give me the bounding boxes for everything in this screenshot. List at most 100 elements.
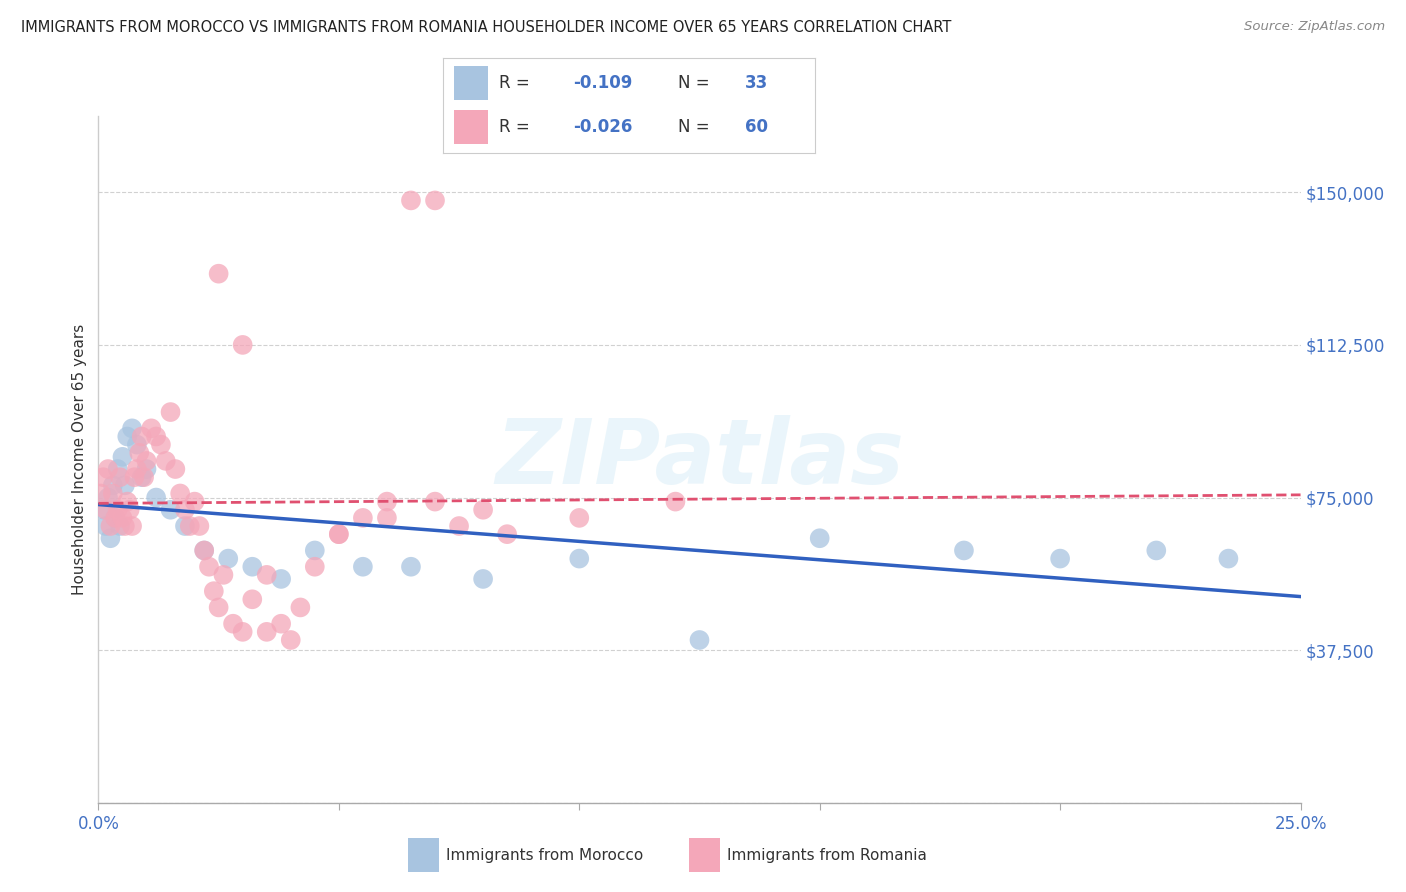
Point — [953, 543, 976, 558]
Point — [352, 559, 374, 574]
Point — [131, 470, 153, 484]
Point — [568, 551, 591, 566]
Point — [132, 470, 155, 484]
Point — [155, 454, 177, 468]
Point — [128, 446, 150, 460]
Point — [1049, 551, 1071, 566]
Point — [97, 462, 120, 476]
Point — [125, 462, 148, 476]
Point — [1144, 543, 1167, 558]
Point — [104, 511, 127, 525]
Point — [111, 511, 134, 525]
Point — [202, 584, 225, 599]
Point — [135, 462, 157, 476]
Point — [423, 194, 446, 208]
Point — [104, 511, 127, 525]
Point — [304, 543, 326, 558]
Point — [222, 616, 245, 631]
Point — [94, 519, 117, 533]
Point — [159, 405, 181, 419]
Point — [91, 502, 114, 516]
Point — [280, 632, 302, 647]
Point — [111, 450, 134, 464]
Point — [232, 624, 254, 639]
Text: -0.109: -0.109 — [574, 74, 633, 92]
Point — [94, 502, 117, 516]
FancyBboxPatch shape — [454, 110, 488, 144]
Point — [135, 454, 157, 468]
Point — [198, 559, 221, 574]
Point — [208, 600, 231, 615]
Point — [101, 486, 124, 500]
Text: R =: R = — [499, 118, 534, 136]
Point — [352, 511, 374, 525]
Point — [159, 502, 181, 516]
Point — [117, 429, 139, 443]
Point — [90, 486, 112, 500]
Point — [114, 478, 136, 492]
Point — [193, 543, 215, 558]
Text: N =: N = — [678, 74, 714, 92]
Point — [256, 624, 278, 639]
Point — [1218, 551, 1240, 566]
Point — [232, 338, 254, 352]
Point — [117, 494, 139, 508]
Point — [145, 491, 167, 505]
Point — [256, 567, 278, 582]
Point — [100, 531, 122, 545]
Point — [688, 632, 710, 647]
Point — [270, 616, 292, 631]
Point — [125, 437, 148, 451]
Point — [208, 267, 231, 281]
Text: R =: R = — [499, 74, 534, 92]
Text: 33: 33 — [745, 74, 768, 92]
Point — [399, 559, 422, 574]
Point — [808, 531, 831, 545]
Point — [165, 462, 187, 476]
Y-axis label: Householder Income Over 65 years: Householder Income Over 65 years — [72, 324, 87, 595]
Point — [108, 470, 131, 484]
Point — [472, 572, 495, 586]
Point — [375, 511, 398, 525]
Text: Immigrants from Morocco: Immigrants from Morocco — [446, 848, 643, 863]
Point — [240, 592, 263, 607]
Point — [328, 527, 350, 541]
Point — [328, 527, 350, 541]
Point — [174, 502, 197, 516]
Point — [145, 429, 167, 443]
Point — [664, 494, 686, 508]
Point — [149, 437, 172, 451]
Point — [114, 519, 136, 533]
Text: Immigrants from Romania: Immigrants from Romania — [727, 848, 927, 863]
Point — [568, 511, 591, 525]
Point — [217, 551, 239, 566]
Point — [121, 421, 143, 435]
Point — [496, 527, 519, 541]
Text: Source: ZipAtlas.com: Source: ZipAtlas.com — [1244, 20, 1385, 33]
Point — [193, 543, 215, 558]
Point — [399, 194, 422, 208]
Point — [188, 519, 211, 533]
Point — [97, 491, 120, 505]
Text: ZIPatlas: ZIPatlas — [495, 416, 904, 503]
Point — [107, 462, 129, 476]
Point — [101, 478, 124, 492]
Point — [447, 519, 470, 533]
Point — [169, 486, 191, 500]
Text: 60: 60 — [745, 118, 768, 136]
Point — [304, 559, 326, 574]
Text: -0.026: -0.026 — [574, 118, 633, 136]
Text: IMMIGRANTS FROM MOROCCO VS IMMIGRANTS FROM ROMANIA HOUSEHOLDER INCOME OVER 65 YE: IMMIGRANTS FROM MOROCCO VS IMMIGRANTS FR… — [21, 20, 952, 35]
Point — [121, 519, 143, 533]
Point — [375, 494, 398, 508]
FancyBboxPatch shape — [454, 66, 488, 100]
Point — [124, 470, 146, 484]
Point — [183, 494, 205, 508]
Point — [100, 519, 122, 533]
Point — [131, 429, 153, 443]
Point — [118, 502, 141, 516]
Point — [423, 494, 446, 508]
Point — [472, 502, 495, 516]
Point — [290, 600, 312, 615]
Point — [141, 421, 163, 435]
